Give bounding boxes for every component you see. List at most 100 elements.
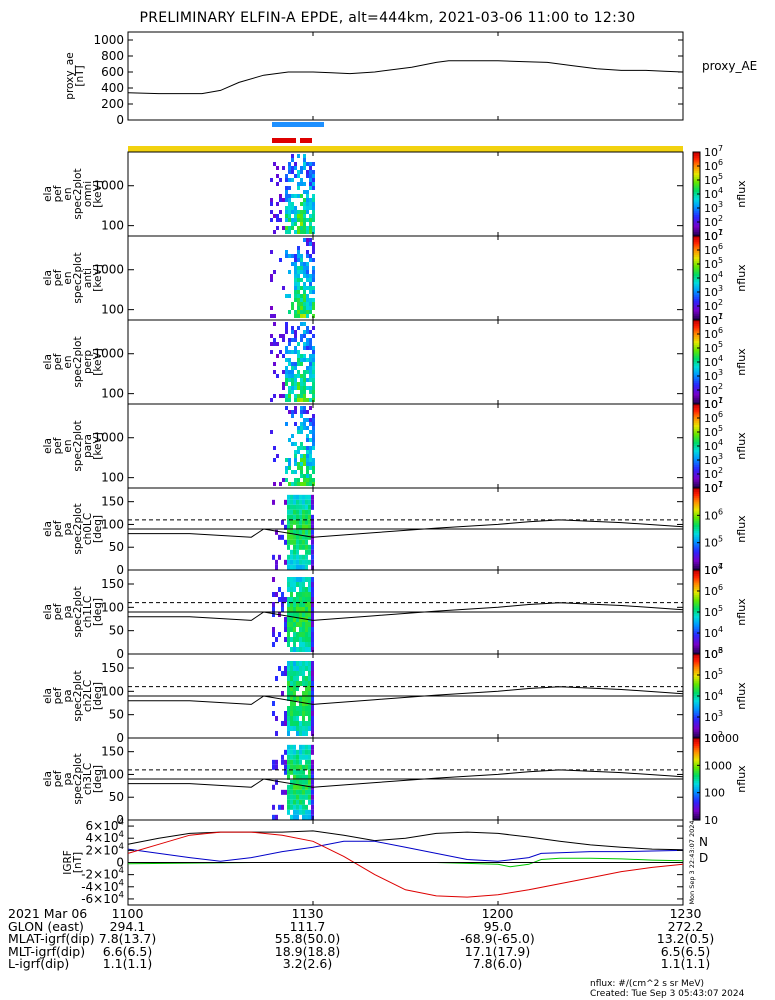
- flux-cell: [285, 346, 288, 350]
- flux-cell: [306, 194, 309, 198]
- colorbar-swatch: [693, 231, 700, 235]
- flux-cell: [285, 458, 288, 462]
- flux-cell: [294, 350, 297, 354]
- colorbar-swatch: [693, 656, 700, 659]
- flux-cell: [306, 270, 309, 274]
- flux-cell: [290, 716, 293, 721]
- flux-cell: [291, 442, 294, 446]
- flux-cell: [306, 462, 309, 466]
- colorbar-swatch: [693, 410, 700, 413]
- colorbar-swatch: [693, 535, 700, 538]
- flux-cell: [291, 206, 294, 210]
- flux-cell: [272, 711, 275, 716]
- flux-cell: [303, 406, 306, 410]
- flux-cell: [287, 774, 290, 780]
- flux-cell: [297, 478, 300, 482]
- flux-cell: [303, 302, 306, 306]
- flux-cell: [272, 607, 275, 612]
- flux-cell: [311, 671, 314, 676]
- flux-cell: [312, 258, 315, 262]
- flux-cell: [308, 759, 311, 765]
- colorbar-swatch: [693, 582, 700, 586]
- flux-cell: [294, 206, 297, 210]
- flux-cell: [306, 438, 309, 442]
- colorbar-swatch: [693, 811, 700, 815]
- flux-cell: [311, 632, 314, 637]
- flux-cell: [296, 534, 299, 540]
- flux-cell: [294, 386, 297, 390]
- flux-cell: [285, 470, 288, 474]
- flux-cell: [309, 462, 312, 466]
- colorbar-swatch: [693, 324, 700, 327]
- colorbar-swatch: [693, 647, 700, 651]
- flux-cell: [281, 671, 284, 676]
- flux-cell: [287, 509, 290, 515]
- flux-cell: [287, 794, 290, 800]
- flux-cell: [312, 246, 315, 250]
- flux-cell: [294, 230, 297, 234]
- flux-cell: [311, 524, 314, 530]
- colorbar-label: nflux: [735, 515, 748, 543]
- flux-cell: [302, 726, 305, 731]
- colorbar-swatch: [693, 441, 700, 445]
- colorbar-swatch: [693, 269, 700, 273]
- flux-cell: [285, 394, 288, 398]
- ae-y-tick-label: 1000: [93, 33, 124, 47]
- flux-cell: [312, 214, 315, 218]
- colorbar-tick-label: 10000: [704, 732, 739, 745]
- flux-cell: [290, 577, 293, 582]
- flux-cell: [293, 676, 296, 681]
- flux-cell: [309, 278, 312, 282]
- spectrogram-anti: [270, 238, 315, 318]
- colorbar-tick-label: 103: [704, 452, 723, 467]
- flux-cell: [285, 186, 288, 190]
- flux-cell: [291, 218, 294, 222]
- flux-cell: [293, 607, 296, 612]
- flux-cell: [300, 194, 303, 198]
- flux-cell: [300, 294, 303, 298]
- ch3-y-tick-label: 0: [116, 813, 124, 827]
- colorbar-swatch: [693, 479, 700, 483]
- colorbar-swatch: [693, 691, 700, 695]
- flux-cell: [312, 170, 315, 174]
- flux-cell: [305, 519, 308, 525]
- flux-cell: [305, 592, 308, 597]
- flux-cell: [308, 809, 311, 815]
- flux-cell: [311, 696, 314, 701]
- colorbar-swatch: [693, 282, 700, 285]
- flux-cell: [299, 519, 302, 525]
- flux-cell: [287, 577, 290, 582]
- flux-cell: [302, 804, 305, 810]
- omni-y-tick-label: 1000: [93, 179, 124, 193]
- flux-cell: [284, 759, 287, 765]
- loss-cone-curve: [128, 602, 684, 621]
- flux-cell: [275, 716, 278, 721]
- flux-cell: [293, 774, 296, 780]
- flux-cell: [273, 314, 276, 318]
- flux-cell: [306, 198, 309, 202]
- colorbar-swatch: [693, 551, 700, 555]
- flux-cell: [290, 494, 293, 500]
- flux-cell: [287, 499, 290, 505]
- flux-cell: [303, 182, 306, 186]
- colorbar-swatch: [693, 225, 700, 229]
- flux-cell: [287, 612, 290, 617]
- colorbar-swatch: [693, 215, 700, 218]
- spectrogram-ch0: [272, 494, 314, 570]
- time-1200: 1200: [481, 906, 514, 921]
- flux-cell: [293, 666, 296, 671]
- y-axis-label-line: spec2plot: [72, 336, 84, 387]
- colorbar-label: nflux: [735, 432, 748, 460]
- flux-cell: [299, 809, 302, 815]
- flux-cell: [300, 410, 303, 414]
- flux-cell: [305, 622, 308, 627]
- colorbar-swatch: [693, 278, 700, 281]
- flux-cell: [299, 696, 302, 701]
- colorbar-swatch: [693, 158, 700, 161]
- colorbar-swatch: [693, 261, 700, 264]
- flux-cell: [293, 789, 296, 795]
- flux-cell: [302, 671, 305, 676]
- flux-cell: [290, 676, 293, 681]
- flux-cell: [309, 330, 312, 334]
